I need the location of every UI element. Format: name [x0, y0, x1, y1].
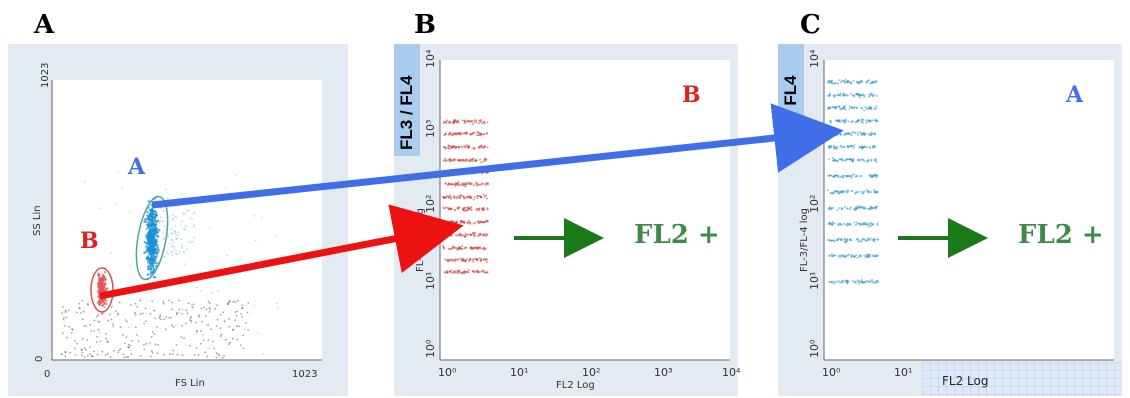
panel-b-x-axis-label: FL2 Log — [556, 380, 595, 391]
panel-c-fl2-plus-label: FL2 + — [1018, 220, 1104, 250]
panel-b-x-tick-10-2: 10² — [582, 366, 601, 379]
panel-a-letter: A — [34, 10, 55, 40]
panel-a-x-tick-right: 1023 — [292, 369, 318, 380]
panel-b-x-tick-10-4: 10⁴ — [722, 366, 741, 379]
blue-arrow — [151, 103, 844, 209]
panel-b-letter: B — [414, 10, 436, 40]
panel-a-pop-a-label: A — [128, 154, 146, 180]
panel-b-fl2-plus-label: FL2 + — [634, 220, 720, 250]
panel-a-gate-a — [135, 195, 169, 281]
panel-a-plot-area — [52, 80, 322, 360]
panel-a-pop-b-label: B — [80, 228, 99, 254]
panel-c-x-axis-label: FL2 Log — [942, 374, 989, 388]
panel-a-x-axis-label: FS Lin — [175, 378, 205, 389]
panel-a-scatter-debris — [60, 171, 279, 359]
panel-b-pop-label: B — [682, 82, 701, 108]
panel-c-plot-area — [824, 60, 1114, 360]
panel-b-x-tick-10-0: 10⁰ — [438, 366, 457, 379]
panel-c-pop-label: A — [1066, 82, 1084, 108]
panel-a-scatter-a — [143, 188, 196, 281]
panel-b-x-tick-10-3: 10³ — [654, 366, 673, 379]
panel-c-x-tick-10-1: 10¹ — [894, 366, 913, 379]
panel-b-x-tick-10-1: 10¹ — [510, 366, 529, 379]
panel-a-x-tick-left: 0 — [44, 369, 51, 380]
panel-c-x-tick-10-0: 10⁰ — [822, 366, 841, 379]
panel-c-x-axis-label-box — [922, 362, 1122, 396]
red-arrow — [99, 204, 464, 300]
panel-c-letter: C — [800, 10, 821, 40]
